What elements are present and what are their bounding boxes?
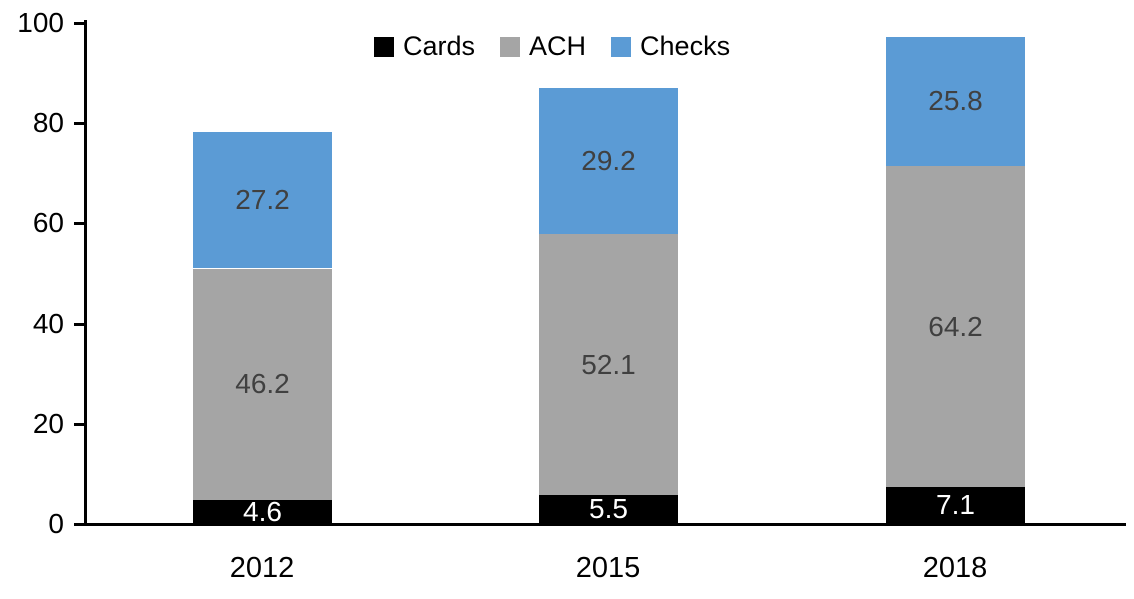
y-tick-label: 80 [32,107,64,138]
legend-swatch-cards [374,36,394,57]
legend-swatch-ach [500,36,521,57]
y-tick-label: 40 [32,308,64,339]
data-label-ach: 46.2 [235,368,290,400]
data-label-cards: 4.6 [243,495,282,527]
bar-segment-checks [886,36,1025,166]
legend-label-cards: Cards [403,31,476,61]
bar-segment-ach [539,234,678,496]
y-tick-label: 0 [48,508,64,539]
y-axis-tick [74,222,87,225]
bar-segment-checks [193,132,332,269]
data-label-checks: 27.2 [235,184,290,216]
x-category-label: 2012 [229,552,295,584]
y-tick-label: 100 [17,7,64,38]
x-category-label: 2018 [922,552,988,584]
legend-item-cards: Cards [374,33,475,60]
bar-segment-ach [886,165,1025,488]
bar-segment-cards [193,500,332,523]
legend-item-ach: ACH [500,33,586,60]
y-axis-tick [74,22,87,25]
data-label-cards: 7.1 [936,489,975,521]
y-axis-tick [74,122,87,125]
data-label-checks: 25.8 [928,85,983,117]
data-label-ach: 52.1 [581,348,636,380]
y-axis-line [84,20,87,526]
legend-swatch-checks [611,36,632,57]
bar-segment-ach [193,268,332,500]
legend-label-ach: ACH [529,31,587,61]
y-tick-label: 20 [32,408,64,439]
y-axis-tick [74,523,87,526]
data-label-cards: 5.5 [589,493,628,525]
legend-label-checks: Checks [640,31,731,61]
data-label-ach: 64.2 [928,310,983,342]
data-label-checks: 29.2 [581,145,636,177]
y-axis-tick [74,423,87,426]
y-axis-tick [74,323,87,326]
bar-segment-cards [539,495,678,523]
legend-item-checks: Checks [611,33,730,60]
bar-segment-cards [886,487,1025,523]
bar-segment-checks [539,88,678,235]
y-tick-label: 60 [32,207,64,238]
x-axis-line [84,523,1126,526]
chart-legend: Cards ACH Checks [374,33,730,60]
x-category-label: 2015 [575,552,641,584]
